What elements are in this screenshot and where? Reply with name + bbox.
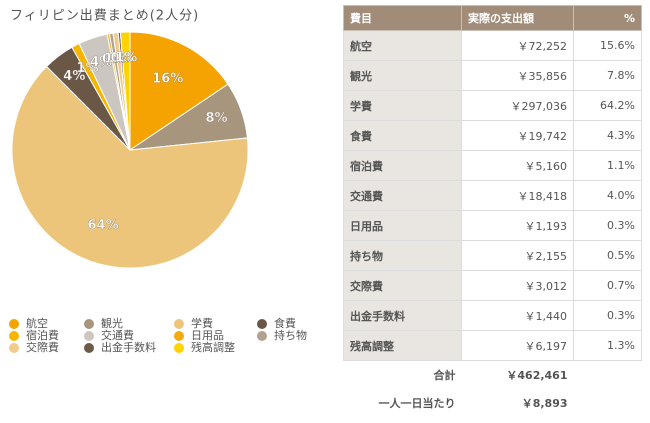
footer-cell bbox=[573, 360, 642, 389]
table-row: 学費 ￥297,036 64.2% bbox=[343, 90, 642, 121]
table-row: 出金手数料 ￥1,440 0.3% bbox=[343, 300, 642, 331]
table-cell: 宿泊費 bbox=[343, 150, 462, 181]
table-cell: 64.2% bbox=[573, 90, 642, 121]
table-cell: 4.3% bbox=[573, 120, 642, 151]
table-cell: 0.3% bbox=[573, 300, 642, 331]
table-cell: 残高調整 bbox=[343, 330, 462, 361]
table-cell: 学費 bbox=[343, 90, 462, 121]
table-cell: ￥19,742 bbox=[461, 120, 574, 151]
legend-swatch bbox=[84, 319, 94, 329]
table-row: 残高調整 ￥6,197 1.3% bbox=[343, 330, 642, 361]
table-row: 食費 ￥19,742 4.3% bbox=[343, 120, 642, 151]
slice-label: 16% bbox=[152, 72, 183, 87]
table-cell: 1.3% bbox=[573, 330, 642, 361]
table-cell: 航空 bbox=[343, 30, 462, 61]
table-row: 航空 ￥72,252 15.6% bbox=[343, 30, 642, 61]
legend-label: 食費 bbox=[274, 316, 296, 330]
table-cell: ￥1,440 bbox=[461, 300, 574, 331]
table-cell: ￥72,252 bbox=[461, 30, 574, 61]
legend-label: 持ち物 bbox=[274, 328, 307, 342]
legend-swatch bbox=[174, 331, 184, 341]
header-cell: % bbox=[573, 5, 642, 31]
table-cell: 日用品 bbox=[343, 210, 462, 241]
legend-swatch bbox=[9, 319, 19, 329]
pie-slice bbox=[11, 65, 249, 269]
table-cell: ￥3,012 bbox=[461, 270, 574, 301]
table-cell: 観光 bbox=[343, 60, 462, 91]
pie-slice bbox=[119, 31, 131, 151]
legend-label: 航空 bbox=[26, 316, 48, 330]
legend-label: 残高調整 bbox=[191, 340, 235, 354]
legend-swatch bbox=[84, 331, 94, 341]
legend-swatch bbox=[174, 343, 184, 353]
chart: フィリピン出費まとめ(2人分) 16%8%64%4%1%4%0%1%1%0%1%… bbox=[9, 9, 307, 354]
table-row: 交際費 ￥3,012 0.7% bbox=[343, 270, 642, 301]
footer-cell: ￥462,461 bbox=[461, 360, 574, 389]
slice-label: 1% bbox=[108, 51, 130, 66]
legend-swatch bbox=[257, 319, 267, 329]
table-cell: 0.3% bbox=[573, 210, 642, 241]
table-cell: 0.5% bbox=[573, 240, 642, 271]
pie-slice bbox=[129, 31, 229, 151]
legend-swatch bbox=[257, 331, 267, 341]
table-cell: ￥6,197 bbox=[461, 330, 574, 361]
legend-label: 交通費 bbox=[101, 328, 134, 342]
legend-swatch bbox=[84, 343, 94, 353]
expense-table: 費目 実際の支出額% 航空 ￥72,252 15.6% 観光 ￥35,856 7.8% 学費 ￥2… bbox=[343, 5, 642, 417]
table-row: 日用品 ￥1,193 0.3% bbox=[343, 210, 642, 241]
slice-label: 0% bbox=[111, 51, 133, 66]
slice-label: 0% bbox=[102, 52, 124, 67]
table-cell: 食費 bbox=[343, 120, 462, 151]
slice-label: 1% bbox=[76, 61, 98, 76]
table-row: 持ち物 ￥2,155 0.5% bbox=[343, 240, 642, 271]
header-cell: 実際の支出額 bbox=[461, 5, 574, 31]
legend-swatch bbox=[174, 319, 184, 329]
table-cell: ￥35,856 bbox=[461, 60, 574, 91]
legend-swatch bbox=[9, 343, 19, 353]
legend-label: 出金手数料 bbox=[101, 340, 156, 354]
table-cell: 交際費 bbox=[343, 270, 462, 301]
slice-label: 1% bbox=[115, 51, 137, 66]
footer-cell: 合計 bbox=[343, 360, 462, 389]
footer-row: 一人一日当たり ￥8,893 bbox=[343, 389, 642, 417]
table-cell: ￥297,036 bbox=[461, 90, 574, 121]
table-cell: 4.0% bbox=[573, 180, 642, 211]
slice-label: 8% bbox=[206, 111, 228, 126]
slice-label: 4% bbox=[63, 69, 85, 84]
slice-label: 4% bbox=[90, 55, 112, 70]
table-cell: 7.8% bbox=[573, 60, 642, 91]
table-row: 交通費 ￥18,418 4.0% bbox=[343, 180, 642, 211]
legend-label: 交際費 bbox=[26, 340, 59, 354]
table-cell: ￥1,193 bbox=[461, 210, 574, 241]
slice-label: 64% bbox=[88, 218, 119, 233]
footer-cell: 一人一日当たり bbox=[343, 389, 462, 417]
table-cell: 15.6% bbox=[573, 30, 642, 61]
header-cell: 費目 bbox=[343, 5, 462, 31]
footer-row: 合計 ￥462,461 bbox=[343, 360, 642, 389]
table-cell: ￥2,155 bbox=[461, 240, 574, 271]
footer-cell bbox=[573, 389, 642, 417]
legend-label: 日用品 bbox=[191, 329, 224, 342]
legend-swatch bbox=[9, 331, 19, 341]
table-cell: 0.7% bbox=[573, 270, 642, 301]
table-cell: 出金手数料 bbox=[343, 300, 462, 331]
legend-label: 観光 bbox=[101, 316, 123, 330]
table-cell: 1.1% bbox=[573, 150, 642, 181]
legend-label: 学費 bbox=[191, 316, 213, 330]
table-cell: ￥5,160 bbox=[461, 150, 574, 181]
table-cell: 持ち物 bbox=[343, 240, 462, 271]
legend-label: 宿泊費 bbox=[26, 328, 59, 342]
table-cell: ￥18,418 bbox=[461, 180, 574, 211]
chart-title: フィリピン出費まとめ(2人分) bbox=[10, 9, 199, 24]
footer-cell: ￥8,893 bbox=[461, 389, 574, 417]
table-cell: 交通費 bbox=[343, 180, 462, 211]
slice-label: 1% bbox=[104, 52, 126, 67]
table-row: 宿泊費 ￥5,160 1.1% bbox=[343, 150, 642, 181]
header-row: 費目 実際の支出額% bbox=[343, 5, 642, 31]
table-row: 観光 ￥35,856 7.8% bbox=[343, 60, 642, 91]
